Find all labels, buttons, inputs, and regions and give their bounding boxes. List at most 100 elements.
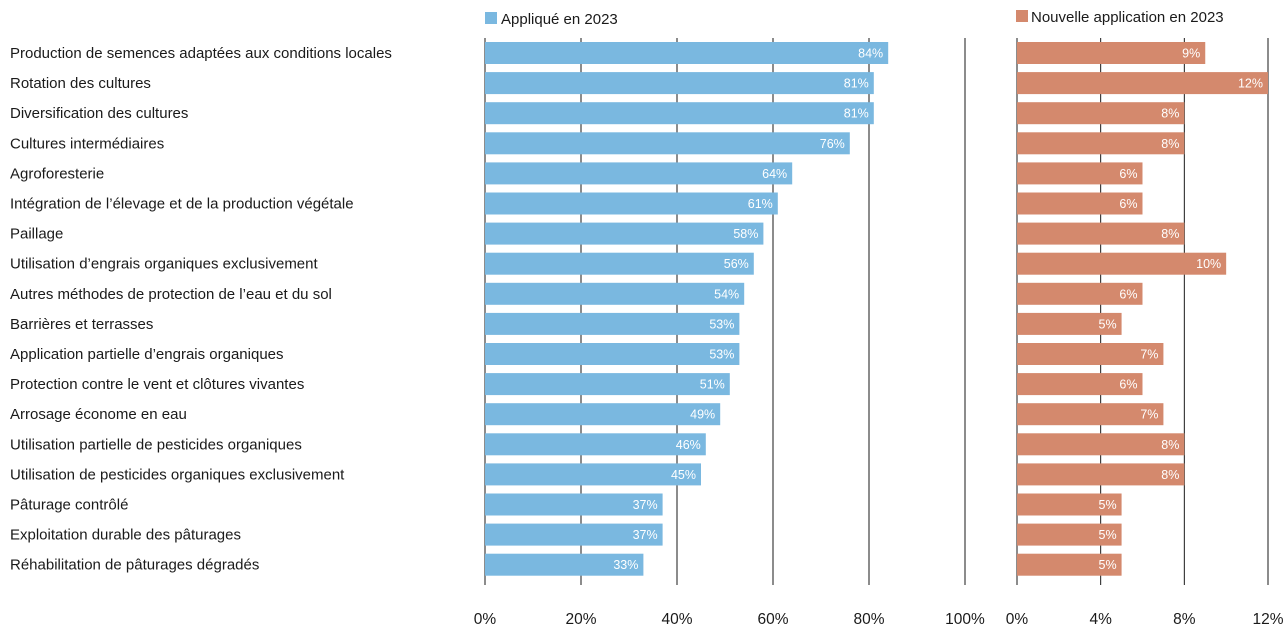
category-label: Autres méthodes de protection de l’eau e… — [10, 286, 332, 303]
applique-bar — [485, 132, 850, 155]
applique-bar — [485, 162, 793, 185]
applique-bar — [485, 222, 764, 245]
applique-data-label: 45% — [671, 468, 696, 482]
nouvelle-bar — [1017, 493, 1122, 516]
category-label: Barrières et terrasses — [10, 316, 153, 333]
applique-data-label: 81% — [844, 77, 869, 91]
nouvelle-bar — [1017, 373, 1143, 396]
applique-bar — [485, 493, 663, 516]
category-label: Intégration de l’élevage et de la produc… — [10, 196, 354, 213]
category-label: Application partielle d’engrais organiqu… — [10, 346, 284, 363]
applique-data-label: 53% — [709, 348, 734, 362]
nouvelle-bar — [1017, 403, 1164, 426]
nouvelle-bar — [1017, 282, 1143, 305]
nouvelle-data-label: 7% — [1140, 348, 1158, 362]
applique-data-label: 56% — [724, 257, 749, 271]
legend-swatch-nouvelle — [1016, 10, 1028, 22]
nouvelle-bar — [1017, 252, 1227, 275]
applique-data-label: 33% — [613, 558, 638, 572]
applique-data-label: 81% — [844, 107, 869, 121]
legend-swatch-applique — [485, 12, 497, 24]
legend-label-nouvelle: Nouvelle application en 2023 — [1031, 9, 1224, 26]
applique-tick-label: 0% — [474, 611, 497, 627]
nouvelle-data-label: 6% — [1119, 378, 1137, 392]
applique-bar — [485, 102, 874, 125]
bars-applique: 84% 81% 81% 76% 64% 61% 58% 56% 54% 53% 53% 51% 49% 4… — [485, 42, 889, 576]
applique-bar — [485, 42, 889, 64]
applique-data-label: 76% — [820, 137, 845, 151]
category-label: Arrosage économe en eau — [10, 406, 187, 423]
applique-data-label: 58% — [733, 227, 758, 241]
applique-bar — [485, 373, 730, 396]
nouvelle-bar — [1017, 222, 1185, 245]
nouvelle-data-label: 6% — [1119, 167, 1137, 181]
nouvelle-data-label: 8% — [1161, 468, 1179, 482]
axis-ticks: 0% 20% 40% 60% 80% 100% 0% 4% 8% 12% — [474, 611, 1284, 627]
category-label: Protection contre le vent et clôtures vi… — [10, 376, 304, 393]
category-label: Cultures intermédiaires — [10, 135, 164, 152]
nouvelle-tick-label: 8% — [1173, 611, 1196, 627]
applique-data-label: 54% — [714, 287, 739, 301]
nouvelle-bar — [1017, 72, 1268, 95]
nouvelle-data-label: 8% — [1161, 227, 1179, 241]
applique-bar — [485, 553, 644, 576]
category-label: Réhabilitation de pâturages dégradés — [10, 557, 259, 574]
nouvelle-data-label: 6% — [1119, 197, 1137, 211]
gridlines — [484, 38, 1269, 585]
applique-tick-label: 60% — [757, 611, 788, 627]
category-label: Utilisation partielle de pesticides orga… — [10, 436, 302, 453]
nouvelle-bar — [1017, 553, 1122, 576]
nouvelle-bar — [1017, 162, 1143, 185]
category-label: Diversification des cultures — [10, 105, 188, 122]
nouvelle-data-label: 8% — [1161, 137, 1179, 151]
nouvelle-data-label: 5% — [1099, 528, 1117, 542]
bars-nouvelle: 9% 12% 8% 8% 6% 6% 8% 10% 6% 5% 7% 6% 7% 8% 8% 5% 5% 5% — [1017, 42, 1268, 576]
applique-data-label: 46% — [676, 438, 701, 452]
applique-tick-label: 20% — [565, 611, 596, 627]
applique-bar — [485, 192, 778, 215]
applique-bar — [485, 72, 874, 95]
applique-data-label: 84% — [858, 47, 883, 61]
nouvelle-tick-label: 0% — [1006, 611, 1029, 627]
applique-data-label: 37% — [633, 498, 658, 512]
nouvelle-bar — [1017, 102, 1185, 125]
nouvelle-tick-label: 4% — [1089, 611, 1112, 627]
nouvelle-bar — [1017, 433, 1185, 456]
applique-data-label: 64% — [762, 167, 787, 181]
nouvelle-bar — [1017, 192, 1143, 215]
nouvelle-data-label: 6% — [1119, 287, 1137, 301]
category-label: Rotation des cultures — [10, 75, 151, 92]
applique-bar — [485, 252, 754, 275]
applique-data-label: 37% — [633, 528, 658, 542]
applique-data-label: 61% — [748, 197, 773, 211]
applique-bar — [485, 343, 740, 365]
applique-data-label: 49% — [690, 408, 715, 422]
nouvelle-bar — [1017, 132, 1185, 155]
applique-bar — [485, 282, 745, 305]
category-label: Exploitation durable des pâturages — [10, 527, 241, 544]
category-label: Utilisation d’engrais organiques exclusi… — [10, 256, 318, 273]
nouvelle-data-label: 5% — [1099, 558, 1117, 572]
nouvelle-bar — [1017, 523, 1122, 546]
applique-bar — [485, 312, 740, 335]
applique-tick-label: 40% — [661, 611, 692, 627]
applique-tick-label: 100% — [945, 611, 985, 627]
nouvelle-data-label: 5% — [1099, 498, 1117, 512]
category-label: Agroforesterie — [10, 165, 104, 182]
legend-label-applique: Appliqué en 2023 — [501, 11, 618, 28]
nouvelle-data-label: 7% — [1140, 408, 1158, 422]
nouvelle-data-label: 5% — [1099, 317, 1117, 331]
nouvelle-bar — [1017, 343, 1164, 365]
applique-bar — [485, 403, 721, 426]
applique-bar — [485, 523, 663, 546]
applique-data-label: 51% — [700, 378, 725, 392]
category-label: Paillage — [10, 226, 63, 243]
nouvelle-bar — [1017, 463, 1185, 486]
legend: Appliqué en 2023 Nouvelle application en… — [485, 9, 1224, 28]
nouvelle-data-label: 8% — [1161, 438, 1179, 452]
applique-data-label: 53% — [709, 317, 734, 331]
applique-tick-label: 80% — [853, 611, 884, 627]
category-label: Pâturage contrôlé — [10, 497, 128, 514]
nouvelle-data-label: 10% — [1196, 257, 1221, 271]
